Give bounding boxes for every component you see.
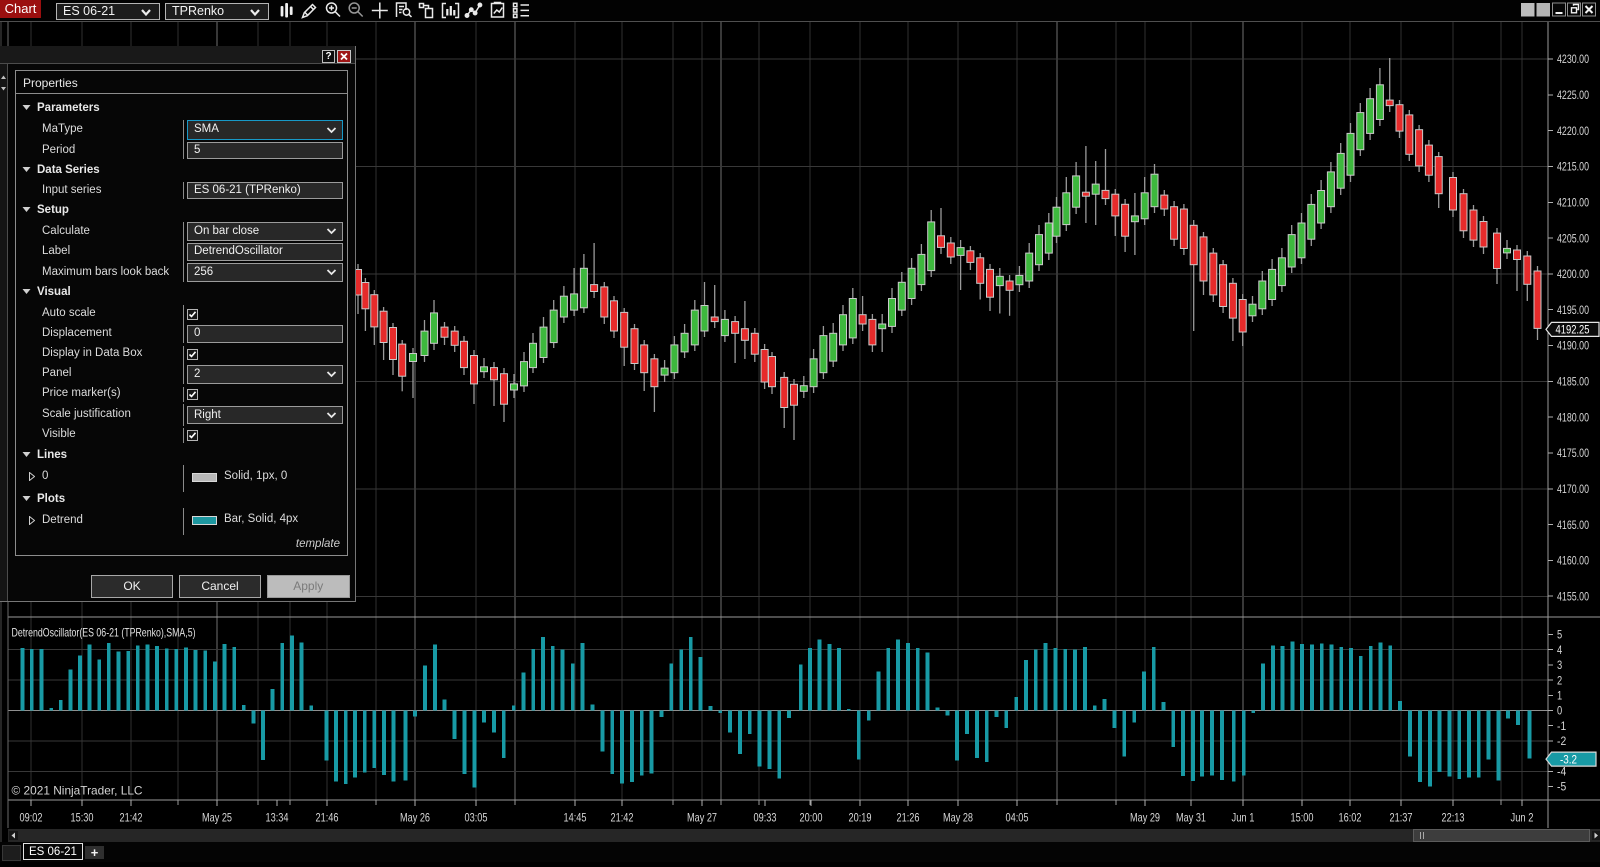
svg-text:Jun 1: Jun 1 bbox=[1232, 811, 1255, 825]
svg-text:1: 1 bbox=[1557, 689, 1562, 703]
svg-text:16:02: 16:02 bbox=[1339, 811, 1362, 825]
svg-text:-5: -5 bbox=[1557, 780, 1566, 794]
svg-text:4200.00: 4200.00 bbox=[1557, 267, 1589, 281]
svg-text:-4: -4 bbox=[1557, 765, 1566, 779]
svg-text:-3.2: -3.2 bbox=[1560, 752, 1577, 766]
svg-text:20:00: 20:00 bbox=[800, 811, 823, 825]
svg-text:21:46: 21:46 bbox=[316, 811, 339, 825]
svg-text:4215.00: 4215.00 bbox=[1557, 160, 1589, 174]
svg-text:4165.00: 4165.00 bbox=[1557, 518, 1589, 532]
svg-text:04:05: 04:05 bbox=[1006, 811, 1029, 825]
svg-text:4185.00: 4185.00 bbox=[1557, 375, 1589, 389]
svg-text:14:45: 14:45 bbox=[564, 811, 587, 825]
svg-text:4205.00: 4205.00 bbox=[1557, 231, 1589, 245]
svg-text:4192.25: 4192.25 bbox=[1556, 323, 1590, 337]
svg-text:May 25: May 25 bbox=[202, 811, 232, 825]
svg-text:21:26: 21:26 bbox=[897, 811, 920, 825]
svg-text:4155.00: 4155.00 bbox=[1557, 589, 1589, 603]
svg-text:DetrendOscillator(ES 06-21 (TP: DetrendOscillator(ES 06-21 (TPRenko),SMA… bbox=[12, 626, 196, 640]
svg-text:09:02: 09:02 bbox=[20, 811, 43, 825]
svg-text:4: 4 bbox=[1557, 643, 1562, 657]
svg-text:2: 2 bbox=[1557, 673, 1562, 687]
svg-text:15:00: 15:00 bbox=[1291, 811, 1314, 825]
svg-text:May 26: May 26 bbox=[400, 811, 430, 825]
svg-text:21:42: 21:42 bbox=[611, 811, 634, 825]
svg-text:0: 0 bbox=[1557, 704, 1562, 718]
svg-text:15:30: 15:30 bbox=[71, 811, 94, 825]
svg-text:May 29: May 29 bbox=[1130, 811, 1160, 825]
svg-text:4190.00: 4190.00 bbox=[1557, 339, 1589, 353]
svg-text:4220.00: 4220.00 bbox=[1557, 124, 1589, 138]
svg-text:03:05: 03:05 bbox=[465, 811, 488, 825]
svg-text:© 2021 NinjaTrader, LLC: © 2021 NinjaTrader, LLC bbox=[12, 784, 143, 798]
svg-text:4210.00: 4210.00 bbox=[1557, 196, 1589, 210]
svg-text:09:33: 09:33 bbox=[754, 811, 777, 825]
svg-text:4230.00: 4230.00 bbox=[1557, 52, 1589, 66]
svg-text:May 31: May 31 bbox=[1176, 811, 1206, 825]
svg-text:13:34: 13:34 bbox=[266, 811, 289, 825]
svg-text:4195.00: 4195.00 bbox=[1557, 303, 1589, 317]
svg-text:4175.00: 4175.00 bbox=[1557, 446, 1589, 460]
svg-text:3: 3 bbox=[1557, 658, 1562, 672]
svg-text:5: 5 bbox=[1557, 628, 1562, 642]
svg-text:22:13: 22:13 bbox=[1442, 811, 1465, 825]
svg-text:21:42: 21:42 bbox=[120, 811, 143, 825]
svg-text:4225.00: 4225.00 bbox=[1557, 88, 1589, 102]
svg-text:-2: -2 bbox=[1557, 734, 1566, 748]
svg-text:20:19: 20:19 bbox=[849, 811, 872, 825]
svg-text:4160.00: 4160.00 bbox=[1557, 554, 1589, 568]
svg-text:May 28: May 28 bbox=[943, 811, 973, 825]
svg-text:-1: -1 bbox=[1557, 719, 1566, 733]
svg-text:May 27: May 27 bbox=[687, 811, 717, 825]
svg-text:Jun 2: Jun 2 bbox=[1511, 811, 1534, 825]
svg-text:4170.00: 4170.00 bbox=[1557, 482, 1589, 496]
svg-text:21:37: 21:37 bbox=[1390, 811, 1413, 825]
svg-text:4180.00: 4180.00 bbox=[1557, 410, 1589, 424]
